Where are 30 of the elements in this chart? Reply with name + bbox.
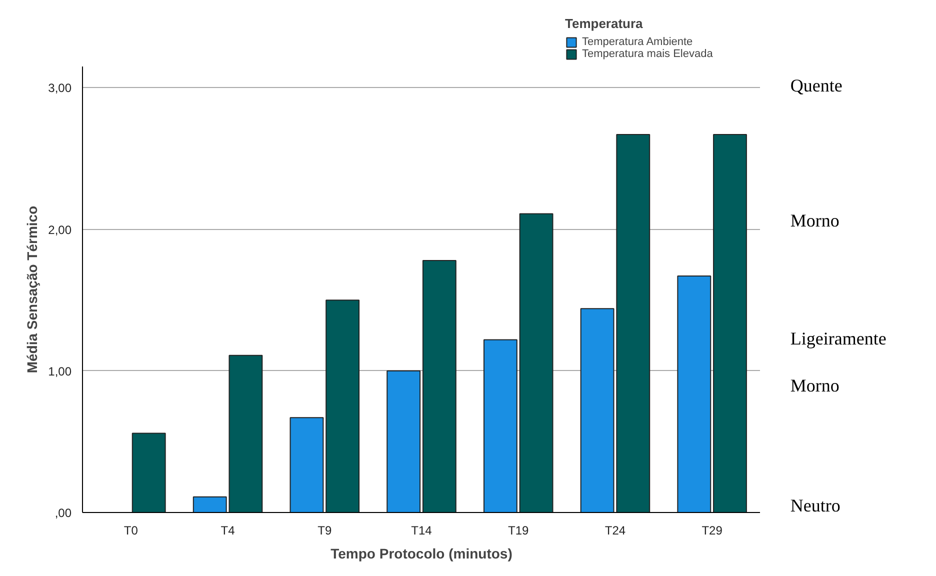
x-tick-label: T9 [318,524,332,538]
text: Neutro [790,495,840,516]
legend-title: Temperatura [565,16,644,31]
y-axis-title: Média Sensação Térmico [24,206,40,374]
bar [713,134,747,512]
x-tick-label: T0 [124,524,138,538]
bar [422,260,456,512]
x-tick-label: T24 [604,524,626,538]
x-tick-label: T14 [411,524,432,538]
x-tick-label: T29 [702,524,723,538]
text: Ligeiramente [790,328,886,349]
x-tick-label: T4 [220,524,236,538]
bar [290,417,324,512]
y-tick-label: 1,00 [48,364,72,378]
text: Morno [790,375,840,396]
bar [386,370,421,512]
legend-label: Temperatura mais Elevada [582,48,713,60]
bar [519,213,554,512]
x-axis-title: Tempo Protocolo (minutos) [330,546,512,562]
bar [326,300,360,512]
x-tick-label: T19 [508,524,530,538]
legend-label: Temperatura Ambiente [582,36,693,48]
text: Quente [790,76,842,96]
bar [677,276,712,512]
bar [132,432,166,512]
y-tick-label: ,00 [54,506,72,520]
y-tick-label: 2,00 [48,222,72,237]
text: Morno [790,210,840,230]
y-tick-label: 3,00 [48,81,72,96]
bar [483,339,518,512]
